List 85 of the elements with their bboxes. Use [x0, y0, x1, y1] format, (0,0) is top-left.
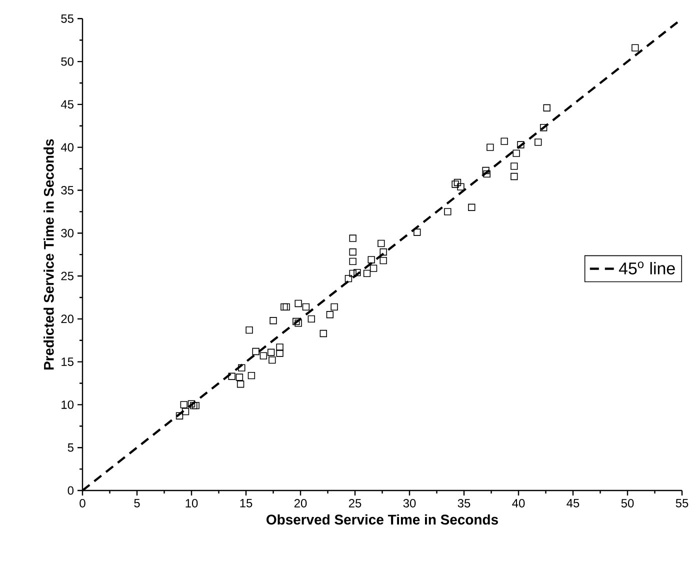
y-tick-label: 20 — [61, 314, 74, 324]
point — [349, 270, 356, 278]
point — [276, 344, 284, 352]
point — [452, 180, 459, 188]
x-tick-label: 0 — [80, 499, 86, 508]
point — [486, 144, 494, 152]
point — [326, 311, 334, 318]
point — [182, 408, 190, 416]
point — [454, 179, 462, 186]
y-tick-label: 10 — [62, 400, 74, 410]
point — [282, 304, 290, 311]
y-tick-label: 5 — [68, 444, 74, 452]
point — [380, 248, 387, 256]
x-axis-title: Observed Service Time in Seconds — [266, 514, 498, 525]
y-tick-label: 0 — [68, 486, 74, 495]
point — [540, 124, 548, 132]
point — [268, 356, 276, 364]
x-tick-label: 20 — [294, 499, 307, 508]
point — [483, 170, 490, 178]
point — [236, 374, 244, 382]
x-tick-label: 25 — [348, 499, 362, 508]
x-tick-label: 15 — [240, 499, 252, 508]
point — [510, 162, 518, 170]
point — [252, 348, 260, 356]
point — [363, 270, 371, 278]
point — [308, 316, 315, 323]
y-tick-label: 15 — [62, 358, 74, 366]
point — [344, 275, 352, 282]
x-tick-label: 45 — [566, 499, 580, 508]
point — [457, 183, 464, 191]
point — [500, 138, 508, 146]
point — [512, 150, 520, 158]
point — [632, 44, 639, 52]
x-tick-label: 10 — [186, 499, 198, 508]
point — [294, 300, 302, 308]
point — [190, 402, 198, 410]
point — [380, 257, 387, 264]
y-tick-label: 30 — [61, 229, 74, 238]
point — [517, 141, 524, 149]
y-tick-label: 45 — [60, 100, 74, 109]
y-tick-label: 25 — [61, 272, 74, 280]
point — [276, 350, 284, 358]
point — [280, 304, 288, 311]
y-tick-label: 55 — [61, 14, 74, 24]
point — [270, 317, 277, 324]
point — [510, 173, 518, 180]
point — [378, 240, 385, 248]
point — [228, 372, 236, 380]
x-tick-label: 55 — [676, 499, 688, 508]
point — [267, 348, 275, 356]
point — [543, 104, 550, 112]
x-tick-label: 35 — [458, 499, 470, 508]
point — [180, 401, 188, 408]
point — [238, 364, 246, 372]
point — [320, 330, 327, 338]
point — [246, 326, 253, 334]
point — [248, 372, 256, 380]
x-tick-label: 40 — [512, 499, 525, 508]
point — [370, 264, 378, 272]
point — [354, 269, 361, 276]
point — [330, 304, 338, 311]
point — [292, 318, 300, 326]
y-axis-title: Predicted Service Time in Seconds — [44, 139, 54, 370]
point — [294, 320, 302, 327]
x-tick-label: 30 — [403, 499, 416, 508]
y-tick-label: 40 — [60, 143, 74, 152]
point — [260, 352, 268, 360]
point — [188, 400, 196, 408]
point — [368, 256, 375, 264]
point — [236, 380, 244, 388]
x-tick-label: 50 — [621, 499, 634, 508]
legend-label: 45$^{o}$ line — [618, 262, 675, 275]
point — [349, 258, 356, 266]
point — [444, 208, 452, 216]
point — [349, 234, 356, 242]
point — [414, 228, 421, 236]
point — [176, 412, 184, 420]
x-tick-label: 5 — [134, 499, 140, 508]
point — [468, 204, 476, 212]
y-tick-label: 35 — [61, 186, 74, 195]
point — [534, 138, 542, 146]
point — [302, 304, 310, 311]
point — [349, 248, 356, 256]
y-tick-label: 50 — [61, 58, 74, 66]
point — [482, 167, 490, 174]
